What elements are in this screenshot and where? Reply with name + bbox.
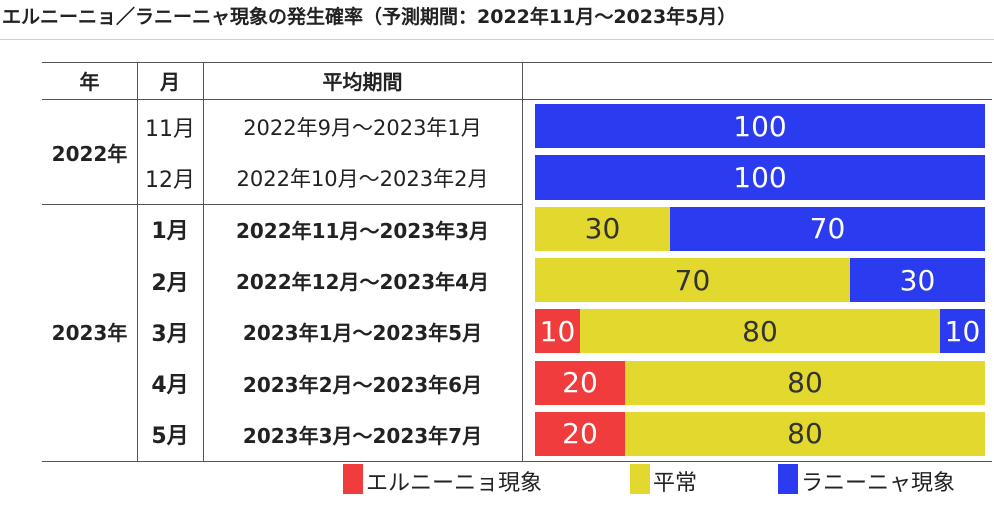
month-label: 1月 [151,219,189,245]
column-divider-period [522,62,523,462]
legend-swatch-el-nino [343,464,363,494]
period-label: 2022年9月～2023年1月 [243,115,482,140]
column-divider-year [137,62,138,462]
bar-segment-la-nina: 30 [850,257,985,303]
bar-segment-el-nino: 20 [535,360,625,405]
chart-title: エルニーニョ／ラニーニャ現象の発生確率（予測期間：2022年11月～2023年5… [2,6,737,28]
column-divider-month [203,62,204,462]
month-label: 4月 [151,373,189,399]
year-2022-bottom-border [42,203,522,205]
bar-segment-el-nino: 10 [535,309,580,354]
legend-label-normal: 平常 [653,471,698,496]
month-label: 5月 [151,424,189,450]
month-label: 3月 [151,321,189,347]
title-divider [0,39,994,40]
table-top-border [42,62,992,63]
period-label: 2022年10月～2023年2月 [236,166,489,191]
period-label: 2023年3月～2023年7月 [242,423,483,448]
header-month: 月 [160,70,180,94]
legend-swatch-la-nina [778,464,798,494]
month-label: 12月 [145,167,195,193]
header-year: 年 [79,70,100,94]
legend-swatch-normal [630,464,650,494]
legend-label-el-nino: エルニーニョ現象 [366,471,543,496]
bar-segment-normal: 80 [580,309,940,354]
bar-segment-normal: 30 [535,206,670,251]
year-2022-label: 2022年 [51,141,128,166]
period-label: 2023年1月～2023年5月 [242,321,483,346]
period-label: 2022年11月～2023年3月 [235,218,490,243]
header-period: 平均期間 [322,70,403,94]
bar-segment-normal: 80 [625,411,985,457]
bar-segment-el-nino: 20 [535,411,625,457]
year-2023-label: 2023年 [51,321,128,346]
table-bottom-border [42,461,992,463]
month-label: 2月 [151,270,189,296]
bar-segment-normal: 70 [535,257,850,303]
bar-segment-la-nina: 100 [535,155,985,200]
bar-segment-normal: 80 [625,360,985,405]
period-label: 2022年12月～2023年4月 [235,270,490,295]
month-label: 11月 [145,116,195,142]
period-label: 2023年2月～2023年6月 [242,372,483,397]
bar-segment-la-nina: 70 [670,206,985,251]
legend-label-la-nina: ラニーニャ現象 [801,471,956,496]
header-bottom-border [42,99,992,100]
bar-segment-la-nina: 100 [535,104,985,149]
bar-segment-la-nina: 10 [940,309,985,354]
